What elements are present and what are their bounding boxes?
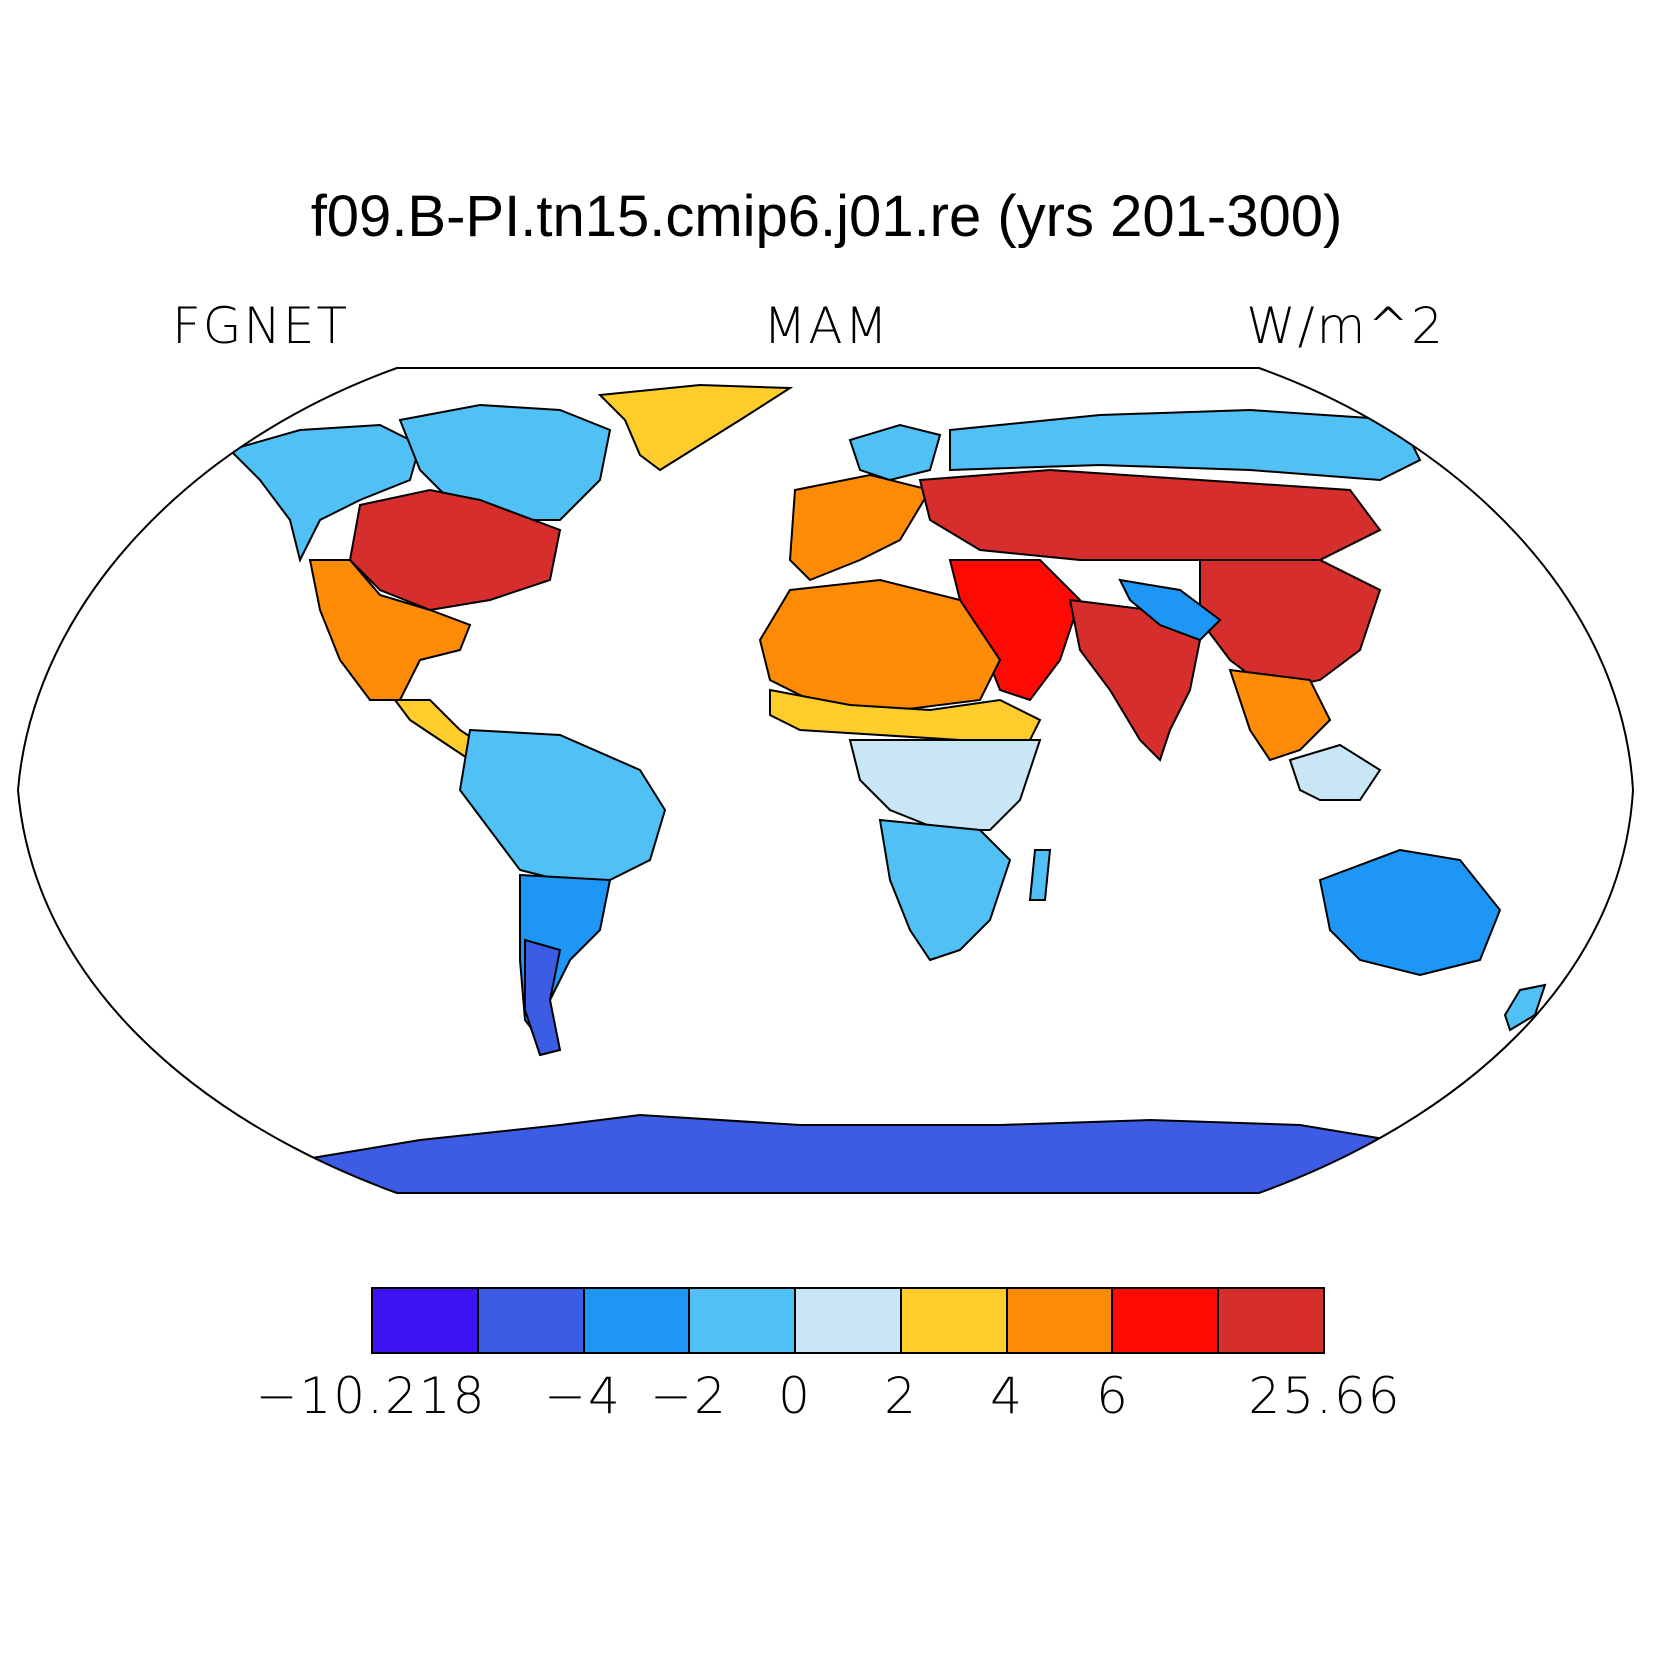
region-europe — [788, 473, 932, 582]
colorbar-tick-label: 6 — [1096, 1367, 1130, 1425]
region-china — [1199, 559, 1382, 692]
colorbar-tick-label: 25.66 — [1248, 1367, 1402, 1425]
colorbar-tick-label: −2 — [650, 1367, 728, 1425]
colorbar-box — [1007, 1289, 1114, 1352]
colorbar-tick-label: 0 — [778, 1367, 812, 1425]
colorbar-tick-label: −4 — [544, 1367, 622, 1425]
region-scandinavia — [848, 423, 942, 482]
colorbar-tick-label: 4 — [990, 1367, 1024, 1425]
region-central-africa — [848, 739, 1042, 831]
colorbar-box — [1113, 1289, 1220, 1352]
season-label: MAM — [763, 297, 890, 355]
region-madagascar — [1028, 849, 1052, 901]
region-north-america-south — [308, 559, 472, 701]
region-north-america-arctic — [398, 403, 612, 521]
region-patagonia — [524, 938, 562, 1057]
colorbar-box — [901, 1289, 1008, 1352]
colorbar-tick-label: −10.218 — [255, 1367, 487, 1425]
region-central-asia — [918, 468, 1382, 561]
chart-title: f09.B-PI.tn15.cmip6.j01.re (yrs 201-300) — [310, 184, 1343, 249]
region-new-zealand — [1503, 983, 1547, 1032]
colorbar-box — [1219, 1289, 1324, 1352]
colorbar-box — [584, 1289, 691, 1352]
region-tibet — [1118, 578, 1222, 642]
region-maritime-continent — [1288, 743, 1382, 801]
region-antarctica — [299, 1113, 1392, 1193]
region-southeast-asia — [1228, 668, 1332, 762]
region-siberia — [949, 408, 1422, 482]
colorbar-box — [796, 1289, 902, 1352]
region-southern-africa — [878, 818, 1012, 962]
colorbar-box — [690, 1289, 797, 1352]
region-australia — [1318, 848, 1502, 977]
region-north-america-west — [228, 423, 422, 563]
units-label: W/m^2 — [1246, 297, 1445, 355]
region-north-africa — [758, 578, 1002, 712]
colorbar-box — [373, 1289, 479, 1352]
region-south-america-north — [458, 728, 667, 881]
region-greenland — [597, 383, 794, 472]
colorbar-tick-label: 2 — [884, 1367, 918, 1425]
field-label: FGNET — [172, 297, 350, 355]
colorbar — [371, 1287, 1325, 1354]
map-border — [16, 367, 1635, 1194]
region-north-america-central — [348, 488, 562, 612]
colorbar-box — [478, 1289, 585, 1352]
